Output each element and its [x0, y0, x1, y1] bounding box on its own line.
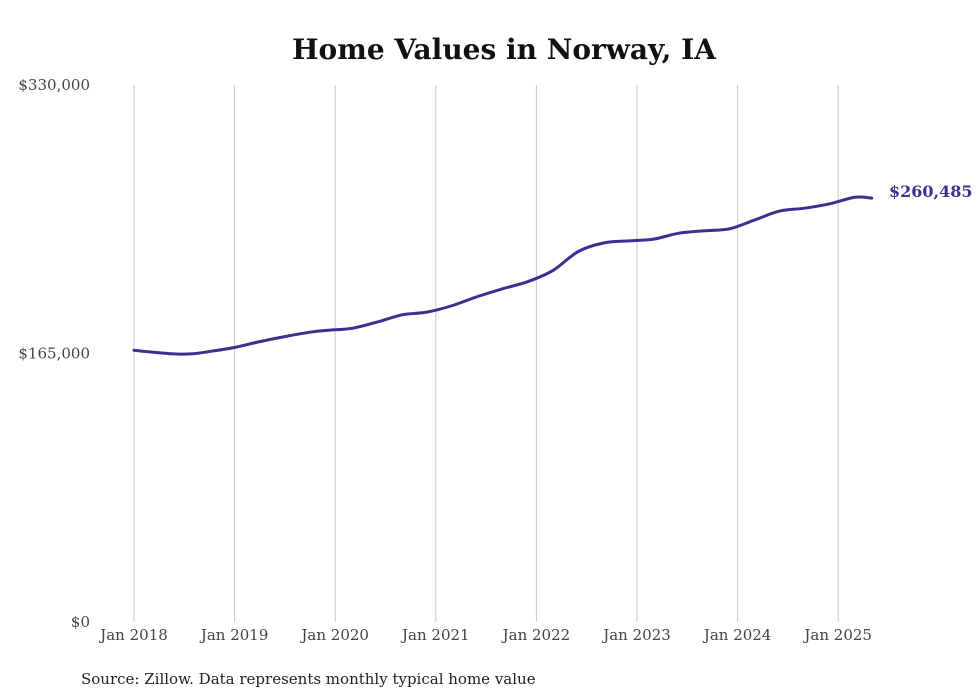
series-group	[132, 195, 874, 356]
x-tick-label: Jan 2021	[400, 626, 470, 644]
x-tick-label: Jan 2020	[299, 626, 369, 644]
gridlines	[133, 85, 839, 622]
y-tick-label: $0	[71, 613, 90, 631]
series-line-0	[132, 195, 874, 356]
x-tick-label: Jan 2019	[199, 626, 269, 644]
x-tick-label: Jan 2024	[702, 626, 772, 644]
y-tick-label: $330,000	[18, 76, 90, 94]
y-tick-label: $165,000	[18, 345, 90, 363]
x-tick-label: Jan 2025	[802, 626, 872, 644]
x-tick-label: Jan 2018	[98, 626, 168, 644]
chart-title: Home Values in Norway, IA	[292, 33, 717, 66]
x-tick-label: Jan 2022	[501, 626, 571, 644]
y-axis-ticks: $0 $165,000 $330,000	[18, 76, 90, 631]
x-axis-ticks: Jan 2018 Jan 2019 Jan 2020 Jan 2021 Jan 2022…	[98, 626, 872, 644]
end-value-label: $260,485	[889, 182, 973, 201]
source-note: Source: Zillow. Data represents monthly …	[81, 670, 536, 688]
x-tick-label: Jan 2023	[601, 626, 671, 644]
